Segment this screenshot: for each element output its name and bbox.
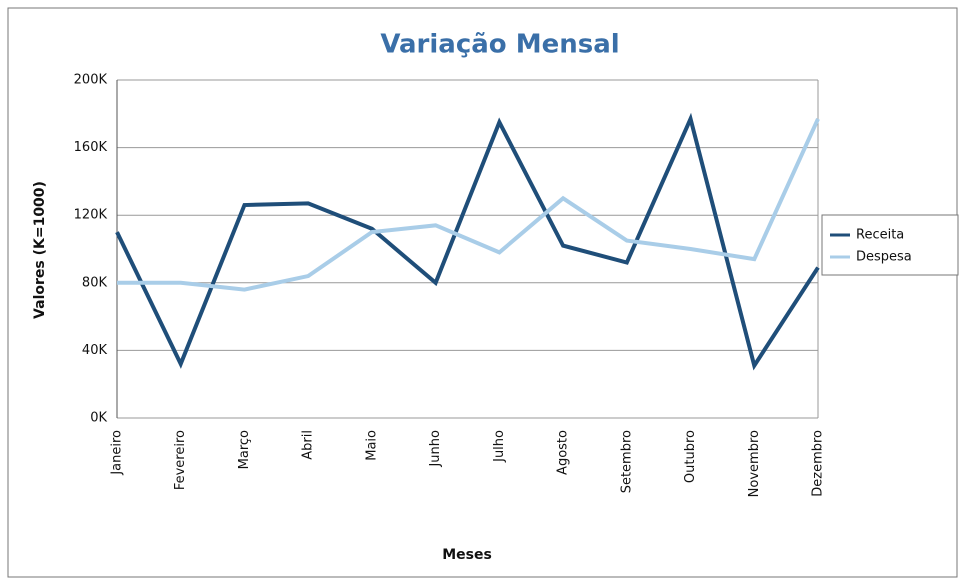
x-tick-label: Dezembro bbox=[811, 430, 826, 497]
x-tick-label: Agosto bbox=[556, 430, 571, 475]
x-tick-label: Janeiro bbox=[110, 430, 125, 476]
y-tick-label: 200K bbox=[74, 73, 108, 88]
data-line bbox=[117, 118, 820, 292]
y-tick-label: 120K bbox=[74, 208, 108, 223]
x-tick-label: Maio bbox=[364, 430, 379, 461]
x-tick-label: Fevereiro bbox=[173, 430, 188, 490]
data-line bbox=[115, 112, 820, 371]
chart-title: Variação Mensal bbox=[380, 30, 619, 60]
y-tick-label: 160K bbox=[74, 140, 108, 155]
x-tick-label: Novembro bbox=[747, 430, 762, 497]
y-tick-label: 80K bbox=[82, 275, 108, 290]
x-tick-label: Outubro bbox=[683, 430, 698, 483]
x-tick-label: Março bbox=[237, 430, 252, 469]
x-tick-label: Setembro bbox=[619, 430, 634, 493]
y-tick-label: 0K bbox=[90, 411, 107, 426]
legend-label: Receita bbox=[856, 228, 904, 243]
y-tick-label: 40K bbox=[82, 343, 108, 358]
x-tick-label: Abril bbox=[301, 430, 316, 460]
x-tick-label: Junho bbox=[428, 430, 443, 468]
y-axis-title: Valores (K=1000) bbox=[32, 181, 48, 319]
x-axis-title: Meses bbox=[442, 547, 492, 563]
x-tick-label: Julho bbox=[492, 430, 507, 463]
legend-box bbox=[821, 214, 959, 276]
legend-label: Despesa bbox=[856, 250, 912, 265]
chart-frame bbox=[7, 7, 958, 578]
